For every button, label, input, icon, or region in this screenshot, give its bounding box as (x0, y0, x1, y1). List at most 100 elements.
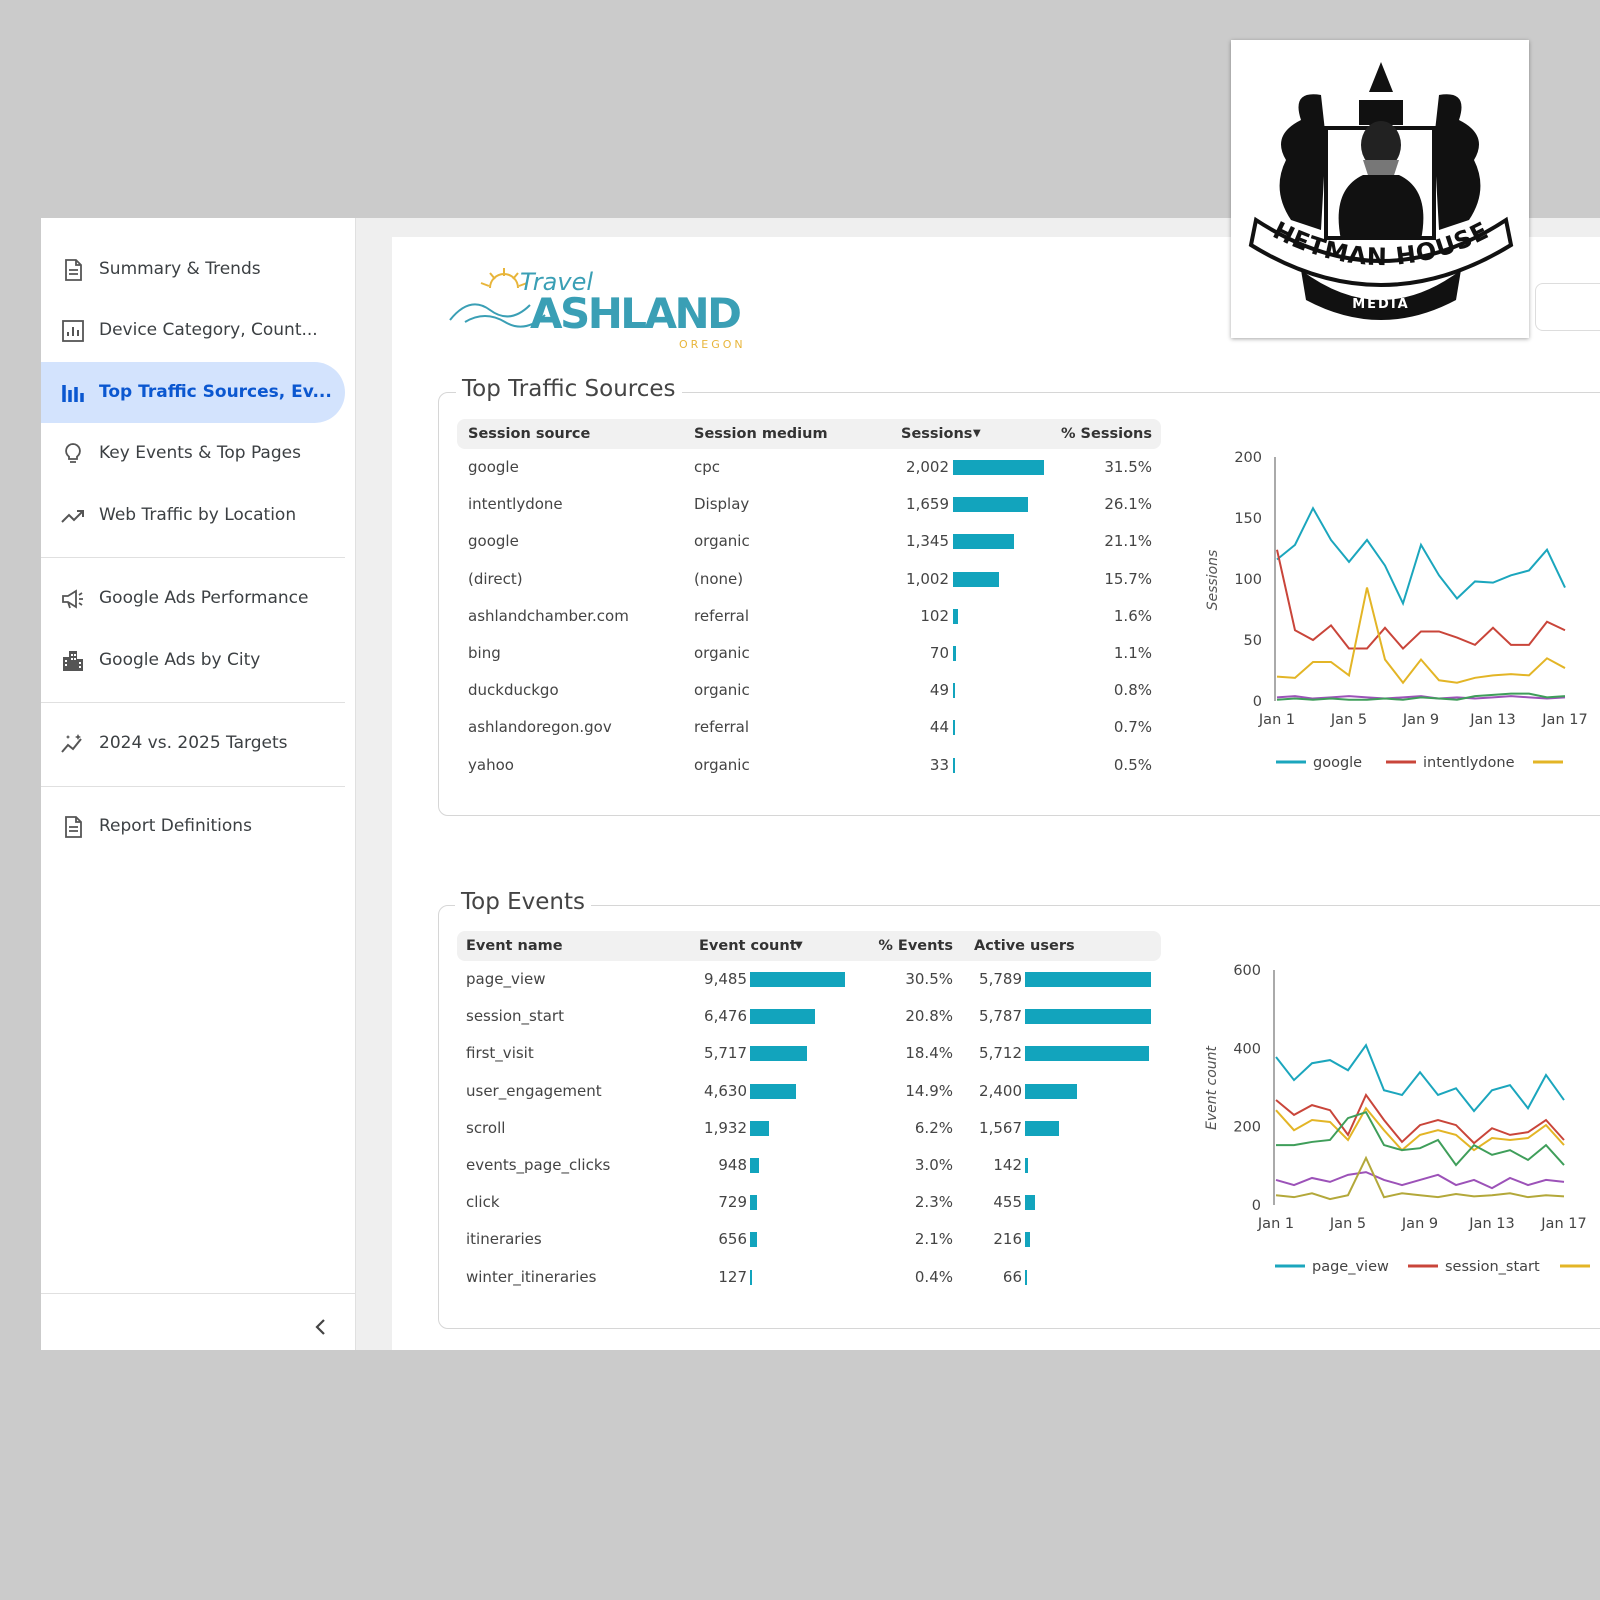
y-tick-label: 400 (1233, 1041, 1261, 1057)
bar (1025, 1083, 1078, 1099)
nav-icon (62, 589, 83, 609)
table-header-bg (457, 931, 1161, 961)
cell: 1.1% (1113, 644, 1152, 662)
nav-item[interactable]: Device Category, Count... (99, 320, 318, 340)
cell: 1.6% (1113, 606, 1152, 625)
nav-icon (63, 651, 83, 671)
column-header: Session medium (694, 426, 828, 442)
line-series (1275, 1043, 1565, 1113)
cell: winter_itineraries (466, 1267, 597, 1286)
column-header: Active users (974, 938, 1075, 954)
bar (953, 646, 957, 661)
bar (1025, 1158, 1029, 1173)
cell: 0.5% (1113, 755, 1152, 774)
cell: 4,630 (704, 1081, 747, 1100)
cell: 2,400 (979, 1081, 1022, 1100)
cell: scroll (466, 1118, 506, 1137)
x-tick-label: Jan 13 (1468, 1216, 1514, 1232)
cell: 1,002 (906, 569, 949, 588)
cell: yahoo (468, 755, 514, 774)
divider (41, 557, 345, 558)
x-tick-label: Jan 9 (1401, 1216, 1438, 1232)
column-header[interactable]: Sessions (901, 426, 973, 442)
sort-arrow: ▼ (973, 428, 981, 439)
y-tick-label: 0 (1253, 694, 1262, 710)
nav-item[interactable]: Web Traffic by Location (99, 505, 297, 525)
x-tick-label: Jan 1 (1258, 712, 1295, 728)
cell: 216 (993, 1230, 1022, 1249)
section-border (438, 392, 1600, 816)
cell: session_start (466, 1007, 564, 1026)
bar (953, 757, 955, 773)
cell: organic (694, 532, 750, 551)
collapse-button[interactable] (310, 1316, 332, 1338)
bar (750, 1009, 815, 1025)
section-title: Top Traffic Sources (456, 375, 682, 403)
bar (953, 571, 999, 587)
bar (750, 1120, 770, 1136)
legend-label: page_view (1312, 1259, 1389, 1275)
y-tick-label: 100 (1234, 572, 1262, 588)
cell: 1,932 (704, 1118, 747, 1137)
cell: 5,717 (704, 1044, 747, 1063)
nav-item[interactable]: Key Events & Top Pages (99, 443, 301, 463)
nav-icon (62, 320, 84, 342)
traffic-chart: 0 50 100 150 200 Sessions Jan 1 Jan 5 Jan 9 Jan 1… (1205, 450, 1588, 771)
cell: 18.4% (905, 1044, 953, 1063)
nav-item[interactable]: 2024 vs. 2025 Targets (99, 733, 288, 753)
nav-item[interactable]: Report Definitions (99, 816, 252, 836)
line-series (1276, 692, 1566, 701)
cell: 33 (929, 755, 949, 774)
hetman-logo: HETMAN HOUSE MEDIA (1231, 40, 1529, 338)
cell: intentlydone (468, 495, 563, 514)
bar (1025, 1046, 1150, 1062)
bar (953, 534, 1015, 550)
bar (1025, 1269, 1027, 1285)
legend-label: session_start (1445, 1259, 1540, 1275)
line-series (1275, 1106, 1565, 1152)
control-box[interactable] (1535, 283, 1600, 331)
nav-item[interactable]: Summary & Trends (99, 259, 261, 279)
cell: cpc (694, 458, 721, 476)
sort-arrow: ▼ (795, 940, 803, 951)
events-chart: 0 200 400 600 Event count Jan 1 Jan 5 Jan 9 Jan … (1204, 963, 1590, 1275)
cell: first_visit (466, 1044, 534, 1063)
cell: 14.9% (905, 1081, 953, 1100)
ashland-logo: Travel ASHLAND OREGON (449, 268, 743, 351)
cell: 66 (1002, 1267, 1022, 1286)
logo-ashland: ASHLAND (530, 289, 742, 338)
bar (1025, 1120, 1060, 1136)
y-axis-label: Sessions (1205, 550, 1221, 611)
cell: Display (694, 495, 750, 514)
bar (750, 972, 845, 987)
logo-travel: Travel (520, 268, 593, 296)
cell: 5,787 (979, 1007, 1022, 1026)
y-tick-label: 200 (1234, 450, 1262, 466)
bar (953, 683, 956, 699)
divider (41, 702, 345, 703)
section-title: Top Events (455, 888, 591, 916)
x-tick-label: Jan 1 (1257, 1216, 1294, 1232)
divider (41, 786, 345, 787)
column-header[interactable]: Event count (699, 938, 797, 954)
cell: 2.1% (914, 1230, 953, 1249)
nav-item[interactable]: Google Ads Performance (99, 588, 309, 608)
nav-item[interactable]: Top Traffic Sources, Ev... (99, 382, 332, 402)
bar (953, 720, 955, 736)
nav-item[interactable]: Google Ads by City (99, 650, 261, 670)
cell: google (468, 458, 519, 476)
line-series (1275, 1092, 1565, 1145)
bar (1025, 1195, 1035, 1211)
line-series (1276, 506, 1566, 607)
y-axis-label: Event count (1204, 1045, 1220, 1130)
table-header-bg (457, 419, 1161, 449)
y-tick-label: 0 (1252, 1198, 1261, 1214)
column-header: Session source (468, 426, 591, 442)
cell: duckduckgo (468, 681, 559, 700)
cell: page_view (466, 970, 546, 988)
cell: 6.2% (914, 1118, 953, 1137)
cell: 49 (929, 681, 949, 700)
cell: 6,476 (704, 1007, 747, 1026)
cell: bing (468, 644, 501, 662)
